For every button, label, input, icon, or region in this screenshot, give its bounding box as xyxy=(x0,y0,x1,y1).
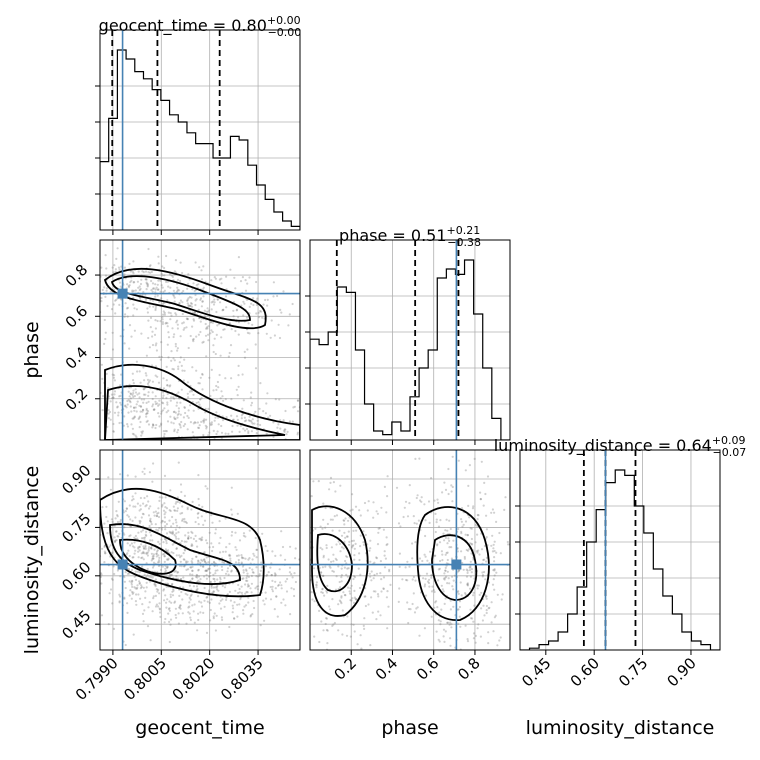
contour-3 xyxy=(431,534,478,601)
y-tick-label: 0.8 xyxy=(62,261,92,291)
contour-2 xyxy=(104,363,300,440)
panel-frame xyxy=(519,449,721,651)
contour-2 xyxy=(119,538,177,575)
contour-0 xyxy=(100,487,265,598)
y-tick-label: 0.90 xyxy=(58,461,94,497)
panel-frame xyxy=(309,239,511,441)
x-tick-label: 0.90 xyxy=(663,654,699,690)
x-tick-label: 0.45 xyxy=(518,654,554,690)
truth-point xyxy=(117,559,128,570)
truth-point xyxy=(451,559,462,570)
x-tick-label: 0.8 xyxy=(454,654,484,684)
histogram-luminosity_distance xyxy=(520,469,720,650)
xlabel-geocent-time: geocent_time xyxy=(135,717,264,739)
x-tick-label: 0.8035 xyxy=(217,654,267,704)
panel-geocent_time-phase: 0.2 0.4 0.6 0.8 xyxy=(62,239,301,445)
contour-0 xyxy=(103,267,267,330)
title-luminosity-distance: luminosity_distance = 0.64+0.09 −0.07 xyxy=(494,434,747,459)
panel-frame xyxy=(99,29,301,231)
histogram-phase xyxy=(310,259,510,440)
x-tick-label: 0.60 xyxy=(567,654,603,690)
truth-point xyxy=(117,288,128,299)
histogram-geocent_time xyxy=(100,49,300,230)
x-tick-label: 0.2 xyxy=(330,654,360,684)
title-geocent-time: geocent_time = 0.80+0.00 −0.00 xyxy=(99,14,302,39)
contour-1 xyxy=(316,533,353,593)
panel-frame xyxy=(309,449,511,651)
x-tick-label: 0.4 xyxy=(372,654,402,684)
y-tick-label: 0.45 xyxy=(58,606,94,642)
y-tick-label: 0.6 xyxy=(62,302,92,332)
y-tick-label: 0.75 xyxy=(58,510,94,546)
panel-phase-phase xyxy=(305,239,511,445)
x-tick-label: 0.7990 xyxy=(72,654,122,704)
contour-0 xyxy=(311,505,369,617)
panel-frame xyxy=(99,449,301,651)
panel-frame xyxy=(99,239,301,441)
panel-geocent_time-geocent_time xyxy=(95,29,301,235)
panel-phase-luminosity_distance: 0.2 0.4 0.6 0.8 xyxy=(309,449,511,684)
contour-2 xyxy=(416,506,490,621)
sample-points xyxy=(310,450,510,650)
x-tick-label: 0.75 xyxy=(615,654,651,690)
ylabel-phase: phase xyxy=(21,321,43,378)
x-tick-label: 0.6 xyxy=(413,654,443,684)
ylabel-luminosity-distance: luminosity_distance xyxy=(21,466,43,655)
x-tick-label: 0.8020 xyxy=(169,654,219,704)
x-tick-label: 0.8005 xyxy=(120,654,170,704)
contour-1 xyxy=(109,523,241,586)
y-tick-label: 0.60 xyxy=(58,558,94,594)
sample-points xyxy=(100,461,300,647)
contour-3 xyxy=(104,385,286,440)
contour-1 xyxy=(110,275,251,322)
plot-layer: 0.2 0.4 0.6 0.8 0.45 0.60 0.75 0.90 0.79900.8005… xyxy=(58,29,721,704)
xlabel-luminosity-distance: luminosity_distance xyxy=(526,717,715,739)
y-tick-label: 0.2 xyxy=(62,384,92,414)
xlabel-phase: phase xyxy=(381,717,438,739)
y-tick-label: 0.4 xyxy=(62,343,92,373)
panel-luminosity_distance-luminosity_distance: 0.45 0.60 0.75 0.90 xyxy=(515,449,721,690)
title-phase: phase = 0.51+0.21 −0.38 xyxy=(339,224,481,249)
